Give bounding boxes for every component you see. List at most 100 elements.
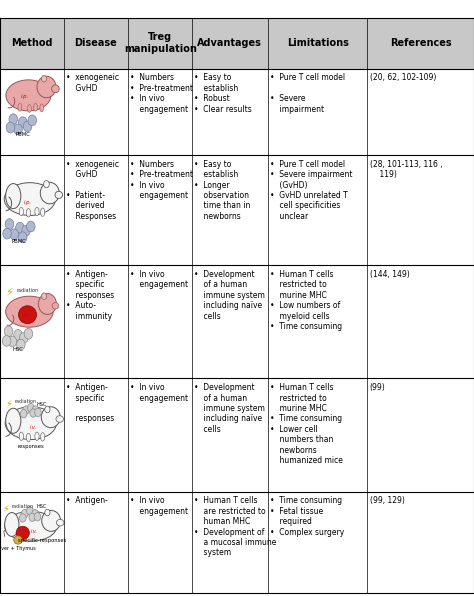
Ellipse shape <box>44 181 49 188</box>
Ellipse shape <box>18 104 22 111</box>
Circle shape <box>19 514 26 522</box>
Ellipse shape <box>40 182 59 204</box>
Ellipse shape <box>40 104 44 112</box>
Text: ⚡: ⚡ <box>2 504 9 513</box>
Circle shape <box>32 510 38 518</box>
Ellipse shape <box>26 209 30 217</box>
Circle shape <box>6 122 15 133</box>
Text: PBMC: PBMC <box>11 239 27 244</box>
Ellipse shape <box>6 184 21 209</box>
Circle shape <box>20 409 27 418</box>
Ellipse shape <box>26 433 30 442</box>
Text: i.p.: i.p. <box>23 200 32 205</box>
Text: •  Pure T cell model
•  Severe impairment
    (GvHD)
•  GvHD unrelated T
    cel: • Pure T cell model • Severe impairment … <box>270 160 353 221</box>
Text: radiation: radiation <box>14 399 36 404</box>
Text: radiation: radiation <box>11 504 34 508</box>
Circle shape <box>35 408 41 417</box>
Text: Advantages: Advantages <box>198 38 262 48</box>
Ellipse shape <box>41 76 46 82</box>
Text: i.p.: i.p. <box>20 94 29 99</box>
Circle shape <box>27 221 35 232</box>
Text: •  Human T cells
    are restricted to
    human MHC
•  Development of
    a muc: • Human T cells are restricted to human … <box>194 496 277 557</box>
Text: (99): (99) <box>370 383 385 392</box>
Circle shape <box>23 121 32 132</box>
Text: Disease: Disease <box>74 38 117 48</box>
Circle shape <box>14 124 22 135</box>
Circle shape <box>3 228 11 239</box>
Ellipse shape <box>45 406 50 413</box>
Ellipse shape <box>5 513 19 536</box>
Ellipse shape <box>38 293 56 315</box>
Text: (28, 101-113, 116 ,
    119): (28, 101-113, 116 , 119) <box>370 160 442 179</box>
Text: i.h.: i.h. <box>23 313 30 318</box>
Circle shape <box>34 513 41 521</box>
Ellipse shape <box>34 104 37 111</box>
Ellipse shape <box>45 509 50 516</box>
Ellipse shape <box>19 207 23 216</box>
Text: (99, 129): (99, 129) <box>370 496 405 505</box>
Bar <box>0 18 474 69</box>
Ellipse shape <box>42 510 61 532</box>
Circle shape <box>21 510 28 518</box>
Text: PBMC: PBMC <box>15 132 30 137</box>
Circle shape <box>16 222 24 233</box>
Ellipse shape <box>35 432 39 440</box>
Ellipse shape <box>37 76 56 98</box>
Circle shape <box>29 513 36 522</box>
Circle shape <box>22 225 30 236</box>
Text: •  In vivo
    engagement: • In vivo engagement <box>130 383 189 403</box>
Text: •  Development
    of a human
    immune system
    including naïve
    cells: • Development of a human immune system i… <box>194 383 265 434</box>
Ellipse shape <box>40 208 45 216</box>
Text: •  Numbers
•  Pre-treatment
•  In vivo
    engagement: • Numbers • Pre-treatment • In vivo enga… <box>130 73 193 113</box>
Circle shape <box>32 406 39 414</box>
Text: (20, 62, 102-109): (20, 62, 102-109) <box>370 73 436 82</box>
Ellipse shape <box>18 306 36 324</box>
Text: ⚡: ⚡ <box>5 288 12 298</box>
Circle shape <box>27 403 34 412</box>
Circle shape <box>4 326 13 337</box>
Circle shape <box>8 336 17 347</box>
Ellipse shape <box>52 85 59 93</box>
Ellipse shape <box>41 293 46 299</box>
Text: Limitations: Limitations <box>287 38 348 48</box>
Text: •  Time consuming
•  Fetal tissue
    required
•  Complex surgery: • Time consuming • Fetal tissue required… <box>270 496 345 536</box>
Text: •  xenogeneic
    GvHD: • xenogeneic GvHD <box>66 73 119 93</box>
Text: Liver + Thymus: Liver + Thymus <box>0 545 36 551</box>
Text: •  Antigen-
    specific
    responses
•  Auto-
    immunity: • Antigen- specific responses • Auto- im… <box>66 270 115 321</box>
Ellipse shape <box>14 536 22 544</box>
Ellipse shape <box>27 105 31 113</box>
Circle shape <box>18 232 27 243</box>
Text: Method: Method <box>11 38 53 48</box>
Text: •  Antigen-: • Antigen- <box>66 496 108 505</box>
Circle shape <box>17 339 25 350</box>
Ellipse shape <box>6 80 51 111</box>
Ellipse shape <box>6 408 21 433</box>
Text: HSC: HSC <box>36 402 47 408</box>
Ellipse shape <box>4 182 55 215</box>
Ellipse shape <box>35 207 39 216</box>
Circle shape <box>30 409 36 417</box>
Text: •  Easy to
    establish
•  Longer
    observation
    time than in
    newborns: • Easy to establish • Longer observation… <box>194 160 251 221</box>
Ellipse shape <box>5 407 56 440</box>
Circle shape <box>23 406 29 414</box>
Text: specific responses: specific responses <box>18 538 66 544</box>
Ellipse shape <box>19 432 23 440</box>
Ellipse shape <box>52 302 59 309</box>
Text: •  Pure T cell model

•  Severe
    impairment: • Pure T cell model • Severe impairment <box>270 73 345 113</box>
Text: HSC: HSC <box>13 347 23 352</box>
Text: Treg
manipulation: Treg manipulation <box>124 32 197 54</box>
Circle shape <box>5 219 14 229</box>
Circle shape <box>28 115 36 126</box>
Text: •  Human T cells
    restricted to
    murine MHC
•  Time consuming
•  Lower cel: • Human T cells restricted to murine MHC… <box>270 383 343 465</box>
Text: References: References <box>390 38 451 48</box>
Text: •  In vivo
    engagement: • In vivo engagement <box>130 496 189 516</box>
Ellipse shape <box>55 191 63 198</box>
Circle shape <box>2 336 11 346</box>
Circle shape <box>27 507 33 515</box>
Text: ⚡: ⚡ <box>5 399 12 409</box>
Ellipse shape <box>5 511 57 541</box>
Circle shape <box>9 114 18 125</box>
Text: i.v.: i.v. <box>31 529 37 534</box>
Circle shape <box>10 229 18 240</box>
Ellipse shape <box>40 433 45 441</box>
